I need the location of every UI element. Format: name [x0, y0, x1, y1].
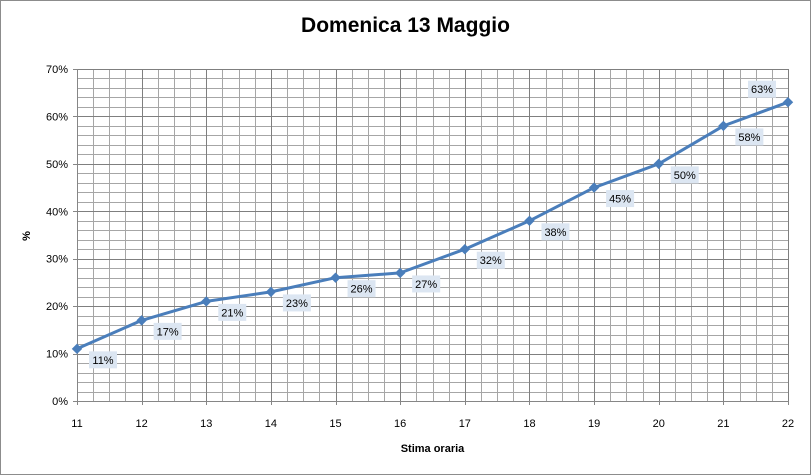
data-point-marker [524, 215, 535, 226]
data-label: 27% [415, 279, 437, 291]
series-line [75, 100, 790, 351]
x-tick-label: 16 [394, 418, 406, 430]
axis-layer: 0% 10% 20% 30% 40% 50% 60% 70% 11 12 13 14 15 16 17 18 1… [46, 64, 794, 430]
data-point-marker [71, 343, 83, 355]
x-tick-label: 12 [136, 418, 148, 430]
x-tick-label: 22 [782, 418, 794, 430]
y-tick-label: 50% [46, 159, 68, 171]
x-tick-label: 19 [588, 418, 600, 430]
data-label: 11% [92, 355, 113, 367]
y-tick-label: 60% [46, 111, 68, 123]
data-point-marker [201, 296, 212, 307]
data-label: 50% [674, 170, 696, 182]
data-label-background [89, 351, 117, 369]
x-tick-label: 13 [200, 418, 212, 430]
data-point-marker [588, 182, 600, 193]
y-tick-label: 0% [52, 396, 68, 408]
data-label-background [735, 128, 764, 146]
data-label-background [347, 280, 376, 298]
x-axis-title: Stima oraria [401, 443, 465, 455]
data-label-background [476, 251, 505, 269]
data-label: 17% [157, 326, 179, 338]
data-label-background [218, 303, 247, 321]
data-label: 38% [544, 227, 566, 239]
series-layer [71, 96, 794, 355]
label-layer: 11% 17% 21% 23% 26% 27% 32% 38% 45% 50% 58% 63% [89, 80, 776, 369]
data-label-background [412, 275, 441, 293]
data-label: 23% [286, 298, 308, 310]
data-label-background [606, 190, 635, 208]
x-tick-label: 18 [523, 418, 535, 430]
y-tick-label: 10% [46, 349, 68, 361]
data-point-marker [653, 158, 664, 170]
x-tick-label: 20 [653, 418, 665, 430]
grid-layer [77, 69, 789, 402]
data-label: 21% [221, 307, 243, 319]
y-tick-label: 20% [46, 301, 68, 313]
data-label: 32% [480, 255, 502, 267]
y-tick-label: 70% [46, 64, 68, 76]
data-point-marker [265, 286, 277, 298]
data-point-marker [330, 272, 341, 283]
data-point-marker [459, 244, 471, 255]
data-label-background [153, 322, 182, 340]
chart-title: Domenica 13 Maggio [301, 14, 510, 37]
data-label: 26% [351, 284, 373, 296]
data-label-background [541, 223, 570, 241]
y-tick-label: 40% [46, 206, 68, 218]
data-point-marker [718, 120, 729, 132]
data-label-background [670, 166, 699, 184]
x-tick-label: 21 [717, 418, 729, 430]
data-label: 45% [609, 194, 631, 206]
plot-area [77, 69, 788, 401]
data-point-marker [782, 96, 794, 108]
x-tick-label: 14 [265, 418, 277, 430]
data-label: 58% [738, 132, 760, 144]
data-label-background [748, 80, 776, 98]
x-tick-label: 15 [329, 418, 341, 430]
data-label-background [282, 294, 311, 312]
x-tick-label: 17 [459, 418, 471, 430]
data-point-marker [136, 315, 147, 326]
y-tick-label: 30% [46, 254, 68, 266]
y-axis-title: % [21, 231, 33, 241]
x-tick-label: 11 [71, 418, 82, 430]
data-label: 63% [751, 84, 773, 96]
data-point-marker [394, 267, 406, 279]
